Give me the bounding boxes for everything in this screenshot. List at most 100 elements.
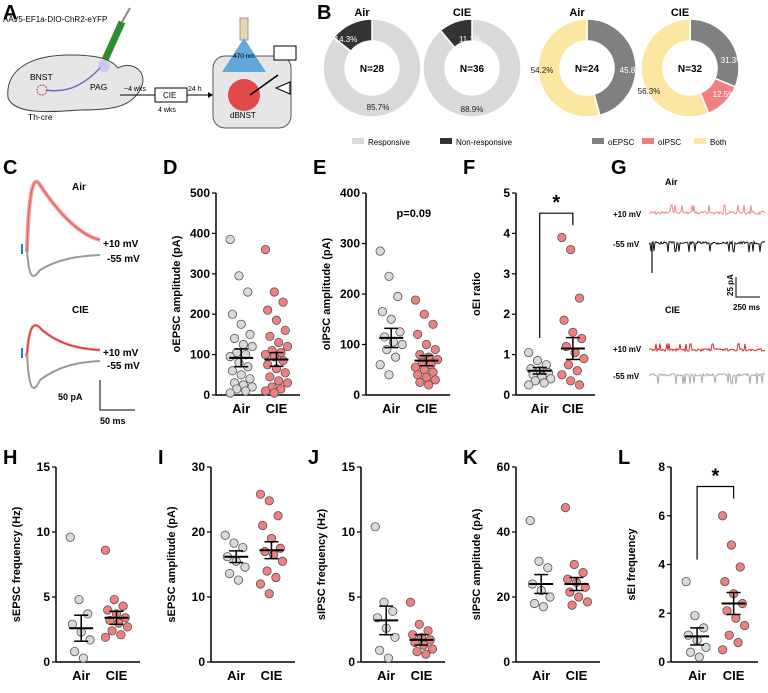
panel-i-label: I: [158, 447, 164, 469]
cie-box-label: CIE: [163, 91, 176, 100]
data-point-cie: [414, 619, 424, 629]
legend2-label-3: Both: [710, 138, 726, 147]
y-tick-label: 10: [37, 525, 51, 539]
data-point-cie: [413, 329, 423, 339]
y-tick-label: 3: [503, 267, 510, 281]
data-point-cie: [278, 297, 288, 307]
g-cie-m55: -55 mV: [613, 372, 640, 381]
legend2-label-1: oEPSC: [608, 138, 634, 147]
data-point-cie: [735, 562, 745, 572]
donut-4-slice-1: [689, 18, 740, 88]
data-point-air: [78, 653, 89, 663]
data-point-cie: [260, 546, 270, 557]
data-point-air: [393, 291, 403, 302]
data-point-cie: [419, 309, 429, 319]
y-tick-label: 15: [37, 460, 51, 474]
data-point-cie: [430, 375, 440, 385]
x-tick-label: Air: [688, 668, 706, 683]
data-point-cie: [559, 315, 569, 325]
x-tick-label: CIE: [416, 401, 438, 416]
donut-2-center: N=36: [460, 64, 485, 75]
y-tick-label: 15: [342, 460, 356, 474]
legend1-label-2: Non-responsive: [456, 138, 513, 147]
y-tick-label: 5: [348, 590, 355, 604]
c-air-p10: +10 mV: [103, 239, 139, 250]
panel-e: E 0 100 200 300 400 oIPSC amplitude (pA) Air CIE…: [310, 155, 460, 435]
g-air-trace-pos: [648, 204, 766, 216]
amplifier-icon: [274, 81, 291, 95]
trace-examples-g: Air +10 mV -55 mV CIE +10 mV -55 mV 25 p…: [613, 177, 766, 385]
data-point-air: [245, 374, 255, 384]
x-tick-label: Air: [227, 668, 245, 683]
air-trace-pos: [25, 179, 101, 252]
data-point-air: [384, 271, 394, 281]
data-point-cie: [427, 644, 438, 654]
data-point-cie: [718, 645, 728, 655]
data-point-cie: [264, 496, 274, 506]
data-point-air: [370, 522, 380, 532]
data-point-air: [238, 543, 248, 553]
y-tick-label: 20: [497, 590, 511, 604]
virus-label: AAV5-EF1a-DIO-ChR2-eYFP: [3, 15, 107, 24]
panel-b-label: B: [317, 2, 332, 24]
data-point-air: [375, 645, 385, 655]
y-tick-label: 4: [658, 558, 665, 572]
data-point-cie: [718, 511, 728, 521]
data-point-cie: [432, 355, 443, 365]
panel-e-label: E: [313, 157, 327, 179]
data-point-cie: [582, 597, 593, 607]
x-tick-label: Air: [72, 668, 90, 683]
data-point-cie: [255, 489, 266, 499]
donut-3-pct-2: 54.2%: [531, 66, 554, 75]
data-point-air: [83, 609, 93, 619]
data-point-cie: [255, 579, 266, 589]
data-point-cie: [260, 350, 271, 360]
cie-trace-pos: [25, 323, 101, 357]
data-point-air: [236, 370, 246, 380]
data-point-air: [236, 319, 246, 329]
g-air-p10: +10 mV: [613, 210, 642, 219]
data-point-cie: [412, 647, 422, 657]
g-air-m55: -55 mV: [613, 240, 640, 249]
data-point-air: [391, 352, 401, 362]
data-point-air: [375, 360, 385, 370]
panel-g: G Air +10 mV -55 mV CIE +10 mV -55 mV 25…: [605, 155, 768, 425]
data-point-cie: [720, 576, 730, 587]
data-point-air: [234, 271, 244, 281]
data-point-cie: [278, 356, 288, 366]
donut-3-slice-1: [586, 18, 637, 117]
y-axis-label: sEPSC frequency (Hz): [11, 506, 23, 622]
y-tick-label: 40: [497, 525, 511, 539]
panel-d-label: D: [163, 157, 178, 179]
data-point-cie: [430, 344, 440, 355]
chart-d: 0 100 200 300 400 500 oEPSC amplitude (pA) Air C…: [171, 186, 300, 416]
c-air-m55: -55 mV: [107, 254, 140, 265]
data-point-cie: [566, 244, 576, 255]
panel-h-label: H: [3, 447, 18, 469]
data-point-cie: [274, 376, 284, 386]
data-point-air: [397, 339, 407, 350]
chart-f: 0 1 2 3 4 5 oEI ratio Air CIE *: [471, 186, 595, 416]
wks1-label: ~4 wks: [124, 86, 146, 93]
data-point-air: [532, 356, 543, 366]
data-point-air: [388, 606, 398, 616]
pag-site: [98, 60, 110, 72]
data-point-cie: [405, 597, 416, 607]
g-cie-label: CIE: [665, 305, 680, 315]
y-tick-label: 8: [658, 460, 665, 474]
data-point-cie: [410, 362, 421, 372]
data-point-cie: [109, 595, 119, 605]
g-cie-trace-neg: [648, 371, 766, 385]
y-tick-label: 300: [190, 267, 210, 281]
g-air-label: Air: [665, 177, 678, 187]
x-tick-label: CIE: [411, 668, 433, 683]
data-point-cie: [280, 325, 290, 335]
y-tick-label: 400: [190, 226, 210, 240]
objective-icon: [239, 17, 249, 41]
x-tick-label: Air: [377, 668, 395, 683]
data-point-cie: [574, 592, 584, 602]
chart-i: 0 10 20 30 sEPSC amplitude (pA) Air CIE: [166, 460, 295, 683]
y-tick-label: 300: [340, 237, 360, 251]
nm-label: 470 nm: [233, 53, 255, 60]
data-point-cie: [103, 605, 113, 615]
